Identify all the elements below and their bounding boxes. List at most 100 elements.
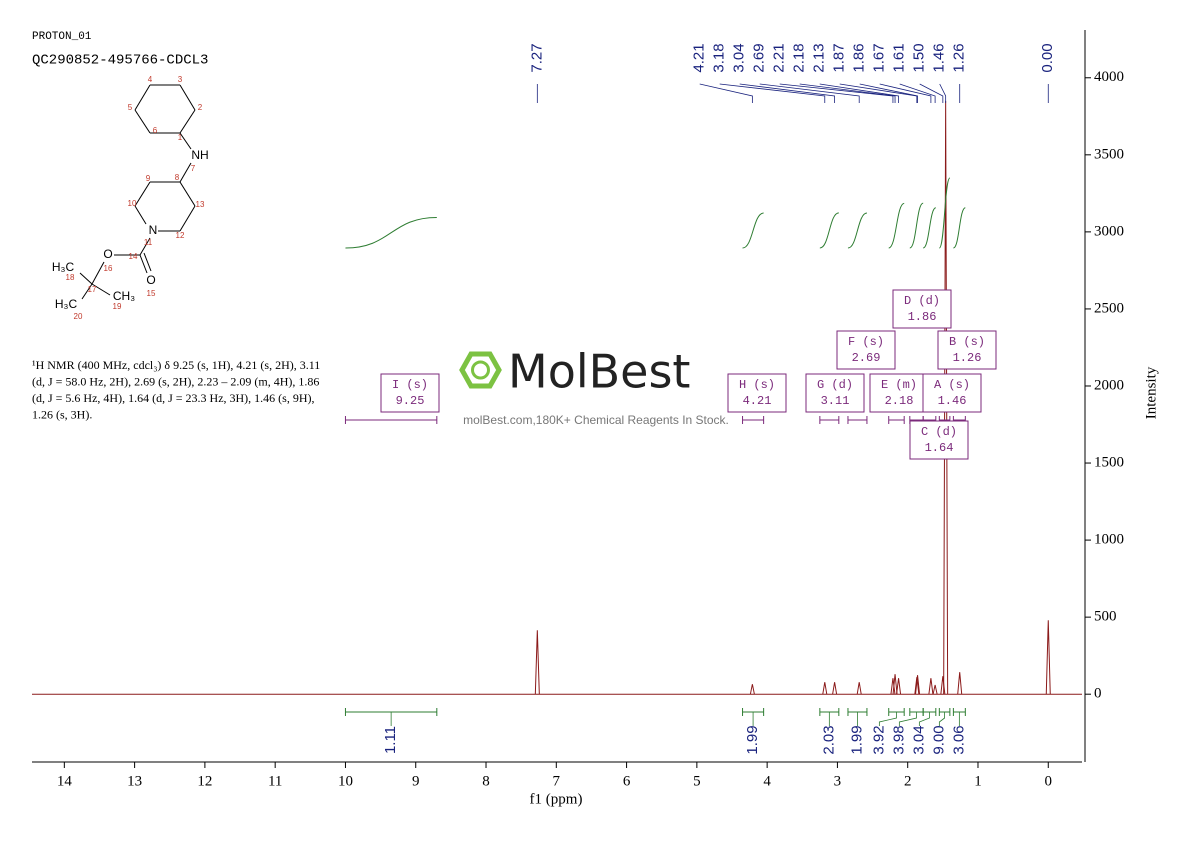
peak (749, 684, 755, 695)
integral-label: 3.92 (870, 725, 887, 754)
x-tick-label: 2 (904, 773, 912, 789)
multiplet-shift: 1.26 (953, 351, 982, 365)
y-tick-label: 500 (1094, 609, 1117, 625)
x-tick-label: 11 (268, 773, 282, 789)
integral-curve (952, 207, 966, 249)
multiplet-shift: 1.64 (925, 441, 954, 455)
atom-number: 19 (113, 302, 122, 311)
peak (856, 682, 862, 695)
multiplet-shift: 1.86 (908, 310, 937, 324)
multiplet-shift: 9.25 (396, 394, 425, 408)
atom-number: 7 (191, 164, 196, 173)
y-tick-label: 3000 (1094, 223, 1124, 239)
multiplet-label: G (d) (817, 378, 853, 392)
y-tick-label: 2000 (1094, 377, 1124, 393)
y-tick-label: 1500 (1094, 454, 1124, 470)
integral-curve (888, 202, 905, 249)
nmr-description: (d, J = 58.0 Hz, 2H), 2.69 (s, 2H), 2.23… (32, 374, 319, 388)
multiplet-box (380, 373, 440, 413)
peak-label: 1.86 (851, 43, 868, 72)
peak-label-leader (819, 83, 899, 103)
atom-number: 14 (129, 252, 138, 261)
atom-number: 6 (153, 126, 158, 135)
sample-name: QC290852-495766-CDCL3 (32, 53, 208, 69)
peak-label-leader (699, 83, 753, 103)
x-tick-label: 12 (197, 773, 212, 789)
peak (1045, 620, 1051, 695)
atom-label: O (103, 247, 112, 261)
multiplet-box (836, 330, 896, 370)
peak-label: 2.18 (791, 43, 808, 72)
multiplet-box (892, 289, 952, 329)
peak-label-leader (739, 83, 836, 103)
peak-label: 1.61 (891, 43, 908, 72)
peak (957, 672, 963, 695)
multiplet-label: A (s) (934, 378, 970, 392)
integral-curve (847, 212, 868, 249)
integral-leader (918, 712, 930, 726)
multiplet-shift: 2.69 (852, 351, 881, 365)
peak-label-leader (759, 83, 860, 103)
peak-label: 3.18 (711, 43, 728, 72)
multiplet-box (937, 330, 997, 370)
integral-label: 3.06 (950, 725, 967, 754)
peak (892, 674, 898, 695)
peak-label-leader (799, 83, 896, 103)
multiplet-label: C (d) (921, 425, 957, 439)
integral-label: 1.11 (382, 726, 399, 754)
atom-number: 8 (175, 173, 180, 182)
peak-label: 1.50 (911, 43, 928, 72)
x-axis-title: f1 (ppm) (530, 791, 583, 807)
molecule-bonds (79, 84, 196, 300)
integral-leader (938, 712, 946, 726)
atom-number: 16 (104, 264, 113, 273)
watermark-tagline: molBest.com,180K+ Chemical Reagents In S… (463, 413, 729, 427)
peak (822, 682, 828, 695)
peak-label-leader (939, 83, 947, 103)
peak-label-leader (879, 83, 932, 103)
peak (915, 675, 921, 695)
peak-label-leader (899, 83, 936, 103)
atom-number: 1 (178, 133, 183, 142)
x-tick-label: 8 (482, 773, 490, 789)
peak-label: 2.13 (811, 43, 828, 72)
multiplet-shift: 2.18 (885, 394, 914, 408)
multiplet-shift: 3.11 (821, 394, 850, 408)
integral-curve (938, 177, 951, 249)
peak-label: 2.69 (751, 43, 768, 72)
multiplet-label: E (m) (881, 378, 917, 392)
peak-label: 0.00 (1039, 43, 1056, 72)
peak-label: 1.87 (831, 43, 848, 72)
peak (940, 676, 946, 695)
integral-label: 1.99 (848, 725, 865, 754)
integral-leader (878, 712, 897, 726)
atom-number: 11 (144, 238, 153, 247)
atom-number: 20 (74, 312, 83, 321)
integral-leader (898, 712, 917, 726)
x-tick-label: 6 (623, 773, 631, 789)
multiplet-label: I (s) (392, 378, 428, 392)
y-tick-label: 4000 (1094, 69, 1124, 85)
peak-label: 2.21 (771, 43, 788, 72)
peak-label: 7.27 (528, 43, 545, 72)
integral-label: 1.99 (744, 725, 761, 754)
y-tick-label: 3500 (1094, 146, 1124, 162)
nmr-description: ¹H NMR (400 MHz, cdcl₃) δ 9.25 (s, 1H), … (32, 358, 320, 372)
integral-label: 3.98 (890, 725, 907, 754)
multiplet-box (922, 373, 982, 413)
integral-curve (909, 202, 924, 249)
peak (890, 678, 896, 695)
x-tick-label: 5 (693, 773, 701, 789)
multiplet-shift: 1.46 (938, 394, 967, 408)
x-tick-label: 0 (1045, 773, 1053, 789)
peak (534, 630, 540, 695)
atom-label: H₃C (52, 260, 75, 274)
peak (832, 682, 838, 695)
x-tick-label: 14 (57, 773, 73, 789)
x-tick-label: 7 (553, 773, 561, 789)
peak-label: 1.67 (871, 43, 888, 72)
atom-number: 17 (88, 285, 97, 294)
multiplet-box (805, 373, 865, 413)
atom-number: 18 (66, 273, 75, 282)
